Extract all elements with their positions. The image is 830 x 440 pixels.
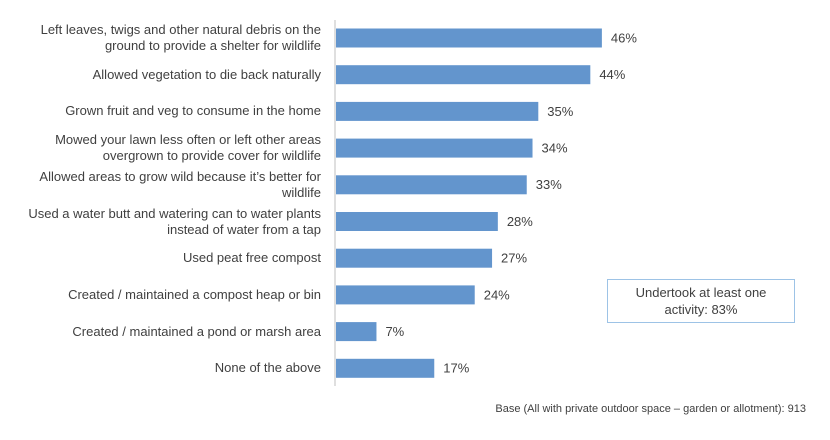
bar bbox=[336, 322, 377, 342]
value-label: 17% bbox=[443, 361, 469, 376]
bar bbox=[336, 175, 527, 195]
category-label: Left leaves, twigs and other natural deb… bbox=[40, 22, 321, 53]
bar bbox=[336, 138, 533, 158]
value-label: 27% bbox=[501, 251, 527, 266]
footnote: Base (All with private outdoor space – g… bbox=[495, 403, 806, 415]
bar bbox=[336, 212, 498, 231]
annotation-box: Undertook at least one activity: 83% bbox=[607, 279, 795, 323]
bar bbox=[336, 65, 591, 85]
category-label: Allowed areas to grow wild because it’s … bbox=[39, 168, 321, 200]
bar bbox=[336, 28, 602, 48]
category-label: Used peat free compost bbox=[182, 250, 321, 266]
category-label: None of the above bbox=[214, 360, 321, 376]
value-label: 35% bbox=[547, 104, 573, 119]
category-label: Mowed your lawn less often or left other… bbox=[55, 132, 321, 164]
value-label: 28% bbox=[507, 214, 533, 229]
bar bbox=[336, 248, 493, 268]
category-label: Allowed vegetation to die back naturally bbox=[92, 66, 321, 82]
bar bbox=[336, 358, 435, 378]
category-label: Used a water butt and watering can to wa… bbox=[28, 205, 321, 237]
category-label: Created / maintained a compost heap or b… bbox=[68, 286, 321, 302]
category-label: Created / maintained a pond or marsh are… bbox=[72, 323, 321, 339]
bar bbox=[336, 101, 539, 121]
value-label: 44% bbox=[599, 67, 625, 82]
value-label: 46% bbox=[611, 30, 637, 45]
value-label: 24% bbox=[484, 287, 510, 302]
value-label: 7% bbox=[385, 324, 404, 339]
value-label: 34% bbox=[542, 141, 568, 156]
bar bbox=[336, 285, 475, 305]
category-label: Grown fruit and veg to consume in the ho… bbox=[65, 103, 321, 119]
value-label: 33% bbox=[536, 177, 562, 192]
